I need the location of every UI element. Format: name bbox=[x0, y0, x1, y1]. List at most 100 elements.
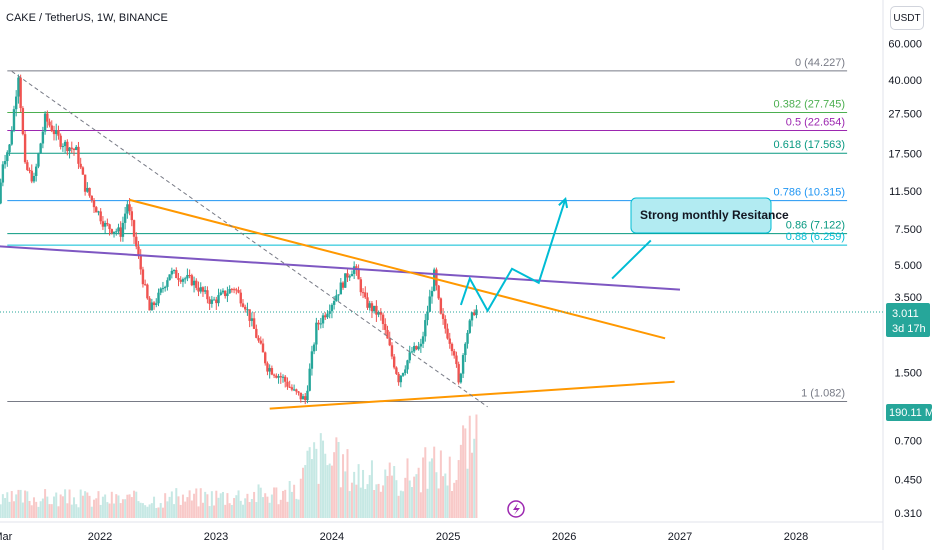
fib-retracement[interactable]: 0 (44.227) 0.382 (27.745) 0.5 (22.654) 0.61… bbox=[7, 57, 848, 403]
candle-body bbox=[57, 130, 60, 136]
volume-bar bbox=[108, 503, 111, 518]
candle-body bbox=[428, 296, 431, 312]
volume-bar bbox=[293, 484, 296, 518]
price-tick-label: 1.500 bbox=[894, 367, 922, 379]
volume-bar bbox=[279, 499, 282, 518]
fib-level-label: 0.88 (6.259) bbox=[786, 231, 845, 243]
candle-body bbox=[364, 292, 367, 298]
time-axis[interactable]: Mar 2022 2023 2024 2025 2026 2027 2028 bbox=[0, 531, 808, 543]
volume-bar bbox=[450, 491, 453, 518]
candle-body bbox=[159, 288, 162, 293]
volume-bar bbox=[453, 482, 456, 518]
drawings[interactable] bbox=[0, 70, 681, 410]
candle-body bbox=[241, 303, 245, 307]
candle-body bbox=[48, 121, 51, 126]
candle-body bbox=[226, 293, 229, 297]
candle-body bbox=[170, 270, 174, 275]
candle-body bbox=[10, 130, 13, 145]
volume-bar bbox=[375, 484, 378, 518]
candle-body bbox=[439, 298, 443, 314]
volume-bar bbox=[353, 471, 356, 518]
candle-body bbox=[386, 329, 389, 339]
candle-body bbox=[108, 224, 111, 230]
volume-bar bbox=[397, 495, 400, 518]
candle-body bbox=[12, 109, 16, 131]
candle-body bbox=[270, 368, 274, 375]
candle-body bbox=[37, 153, 40, 167]
candle-body bbox=[248, 309, 251, 321]
candle-body bbox=[259, 340, 262, 344]
orange-lower-trendline[interactable] bbox=[269, 380, 675, 410]
candle-body bbox=[135, 236, 138, 247]
candle-body bbox=[426, 311, 429, 321]
resistance-callout[interactable]: Strong monthly Resitance bbox=[630, 197, 789, 234]
volume-bar bbox=[435, 472, 438, 518]
currency-button[interactable]: USDT bbox=[890, 6, 924, 30]
candle-body bbox=[161, 288, 165, 290]
volume-bar bbox=[224, 504, 227, 518]
volume-bar bbox=[159, 503, 162, 518]
volume-bar bbox=[350, 482, 353, 518]
volume-bar bbox=[66, 503, 69, 518]
volume-bar bbox=[419, 492, 422, 518]
volume-bar bbox=[424, 447, 427, 518]
purple-trendline[interactable] bbox=[0, 245, 681, 291]
volume-bar bbox=[382, 485, 385, 518]
event-marker[interactable] bbox=[507, 500, 525, 518]
candle-body bbox=[326, 313, 329, 318]
price-tick-label: 3.500 bbox=[894, 292, 922, 304]
volume-bar bbox=[79, 489, 82, 518]
volume-badge: 190.11 M bbox=[886, 404, 932, 421]
candle-body bbox=[392, 356, 396, 368]
volume-bar bbox=[448, 456, 451, 518]
callout-pointer[interactable] bbox=[611, 239, 652, 280]
gray-dashed-trendline[interactable] bbox=[11, 70, 488, 408]
volume-bar bbox=[244, 498, 247, 518]
candle-body bbox=[292, 389, 296, 391]
orange-upper-trendline[interactable] bbox=[129, 198, 666, 340]
volume-bar bbox=[175, 488, 178, 518]
candle-body bbox=[112, 231, 116, 234]
volume-bar bbox=[117, 495, 120, 518]
volume-bar bbox=[437, 488, 440, 518]
candle-body bbox=[221, 290, 225, 293]
projection-path[interactable] bbox=[459, 198, 567, 313]
candle-body bbox=[183, 278, 187, 280]
volume-bar bbox=[241, 504, 244, 518]
volume-bar bbox=[364, 489, 367, 518]
volume-bar bbox=[377, 483, 380, 518]
volume-bar bbox=[148, 504, 151, 518]
candle-body bbox=[83, 174, 87, 192]
candle-body bbox=[201, 287, 205, 292]
candle-body bbox=[115, 231, 118, 233]
volume-bar bbox=[259, 487, 262, 518]
volume-bar bbox=[75, 504, 78, 518]
volume-bar bbox=[395, 480, 398, 518]
volume-bar bbox=[417, 467, 420, 518]
candle-body bbox=[1, 164, 5, 183]
candle-body bbox=[119, 227, 122, 237]
price-tick-label: 11.500 bbox=[889, 186, 922, 198]
candle-body bbox=[246, 309, 249, 311]
volume-bar bbox=[64, 489, 67, 518]
volume-bar bbox=[313, 442, 316, 518]
volume-bar bbox=[137, 501, 140, 518]
candle-body bbox=[77, 146, 80, 164]
volume-bar bbox=[228, 503, 231, 518]
volume-bar bbox=[439, 450, 442, 518]
volume-bar bbox=[464, 428, 467, 518]
volume-bar bbox=[206, 494, 209, 518]
volume-bar bbox=[57, 506, 60, 518]
candle-body bbox=[103, 223, 107, 227]
candle-body bbox=[130, 211, 134, 221]
candle-body bbox=[92, 200, 96, 208]
candle-body bbox=[301, 396, 305, 400]
candle-body bbox=[417, 346, 420, 350]
candle-body bbox=[473, 312, 476, 316]
candle-body bbox=[148, 298, 151, 311]
volume-bar bbox=[1, 494, 4, 518]
candle-body bbox=[324, 315, 327, 318]
volume-bar bbox=[30, 505, 33, 518]
volume-bar bbox=[215, 490, 218, 518]
